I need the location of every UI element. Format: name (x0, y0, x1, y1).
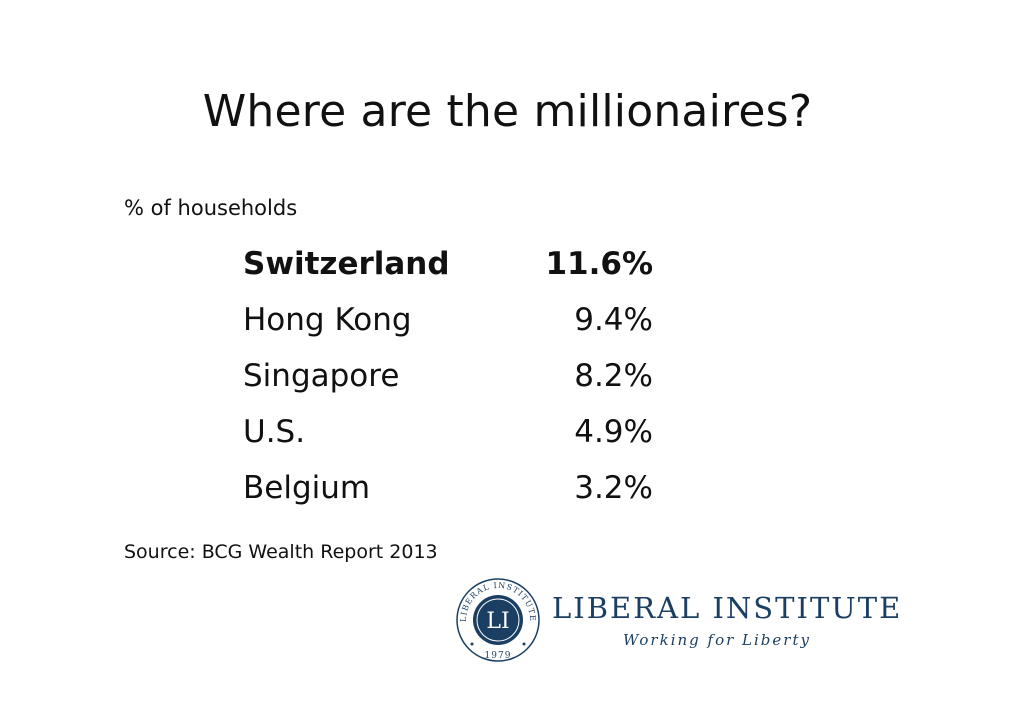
table-row: Singapore 8.2% (243, 348, 653, 404)
country-cell: Hong Kong (243, 302, 412, 338)
seal-year: 1979 (485, 651, 512, 661)
value-cell: 4.9% (574, 414, 653, 450)
liberal-institute-logo: LIBERAL INSTITUTE LI 1979 LIBERAL INSTIT… (455, 577, 905, 667)
logo-tagline: Working for Liberty (623, 631, 811, 649)
table-row: Hong Kong 9.4% (243, 292, 653, 348)
value-cell: 11.6% (545, 246, 653, 282)
country-cell: Switzerland (243, 246, 450, 282)
country-cell: Belgium (243, 470, 371, 506)
table-row: Belgium 3.2% (243, 460, 653, 516)
source-note: Source: BCG Wealth Report 2013 (124, 541, 438, 563)
table-row: U.S. 4.9% (243, 404, 653, 460)
seal-icon: LIBERAL INSTITUTE LI 1979 (456, 578, 540, 662)
seal-monogram: LI (486, 609, 509, 634)
value-cell: 9.4% (574, 302, 653, 338)
country-cell: U.S. (243, 414, 306, 450)
table-row: Switzerland 11.6% (243, 236, 653, 292)
value-cell: 8.2% (574, 358, 653, 394)
data-table: Switzerland 11.6% Hong Kong 9.4% Singapo… (243, 236, 653, 516)
value-cell: 3.2% (574, 470, 653, 506)
subtitle: % of households (124, 196, 298, 220)
country-cell: Singapore (243, 358, 400, 394)
logo-wordmark: LIBERAL INSTITUTE (552, 591, 903, 625)
slide-title: Where are the millionaires? (202, 86, 813, 137)
